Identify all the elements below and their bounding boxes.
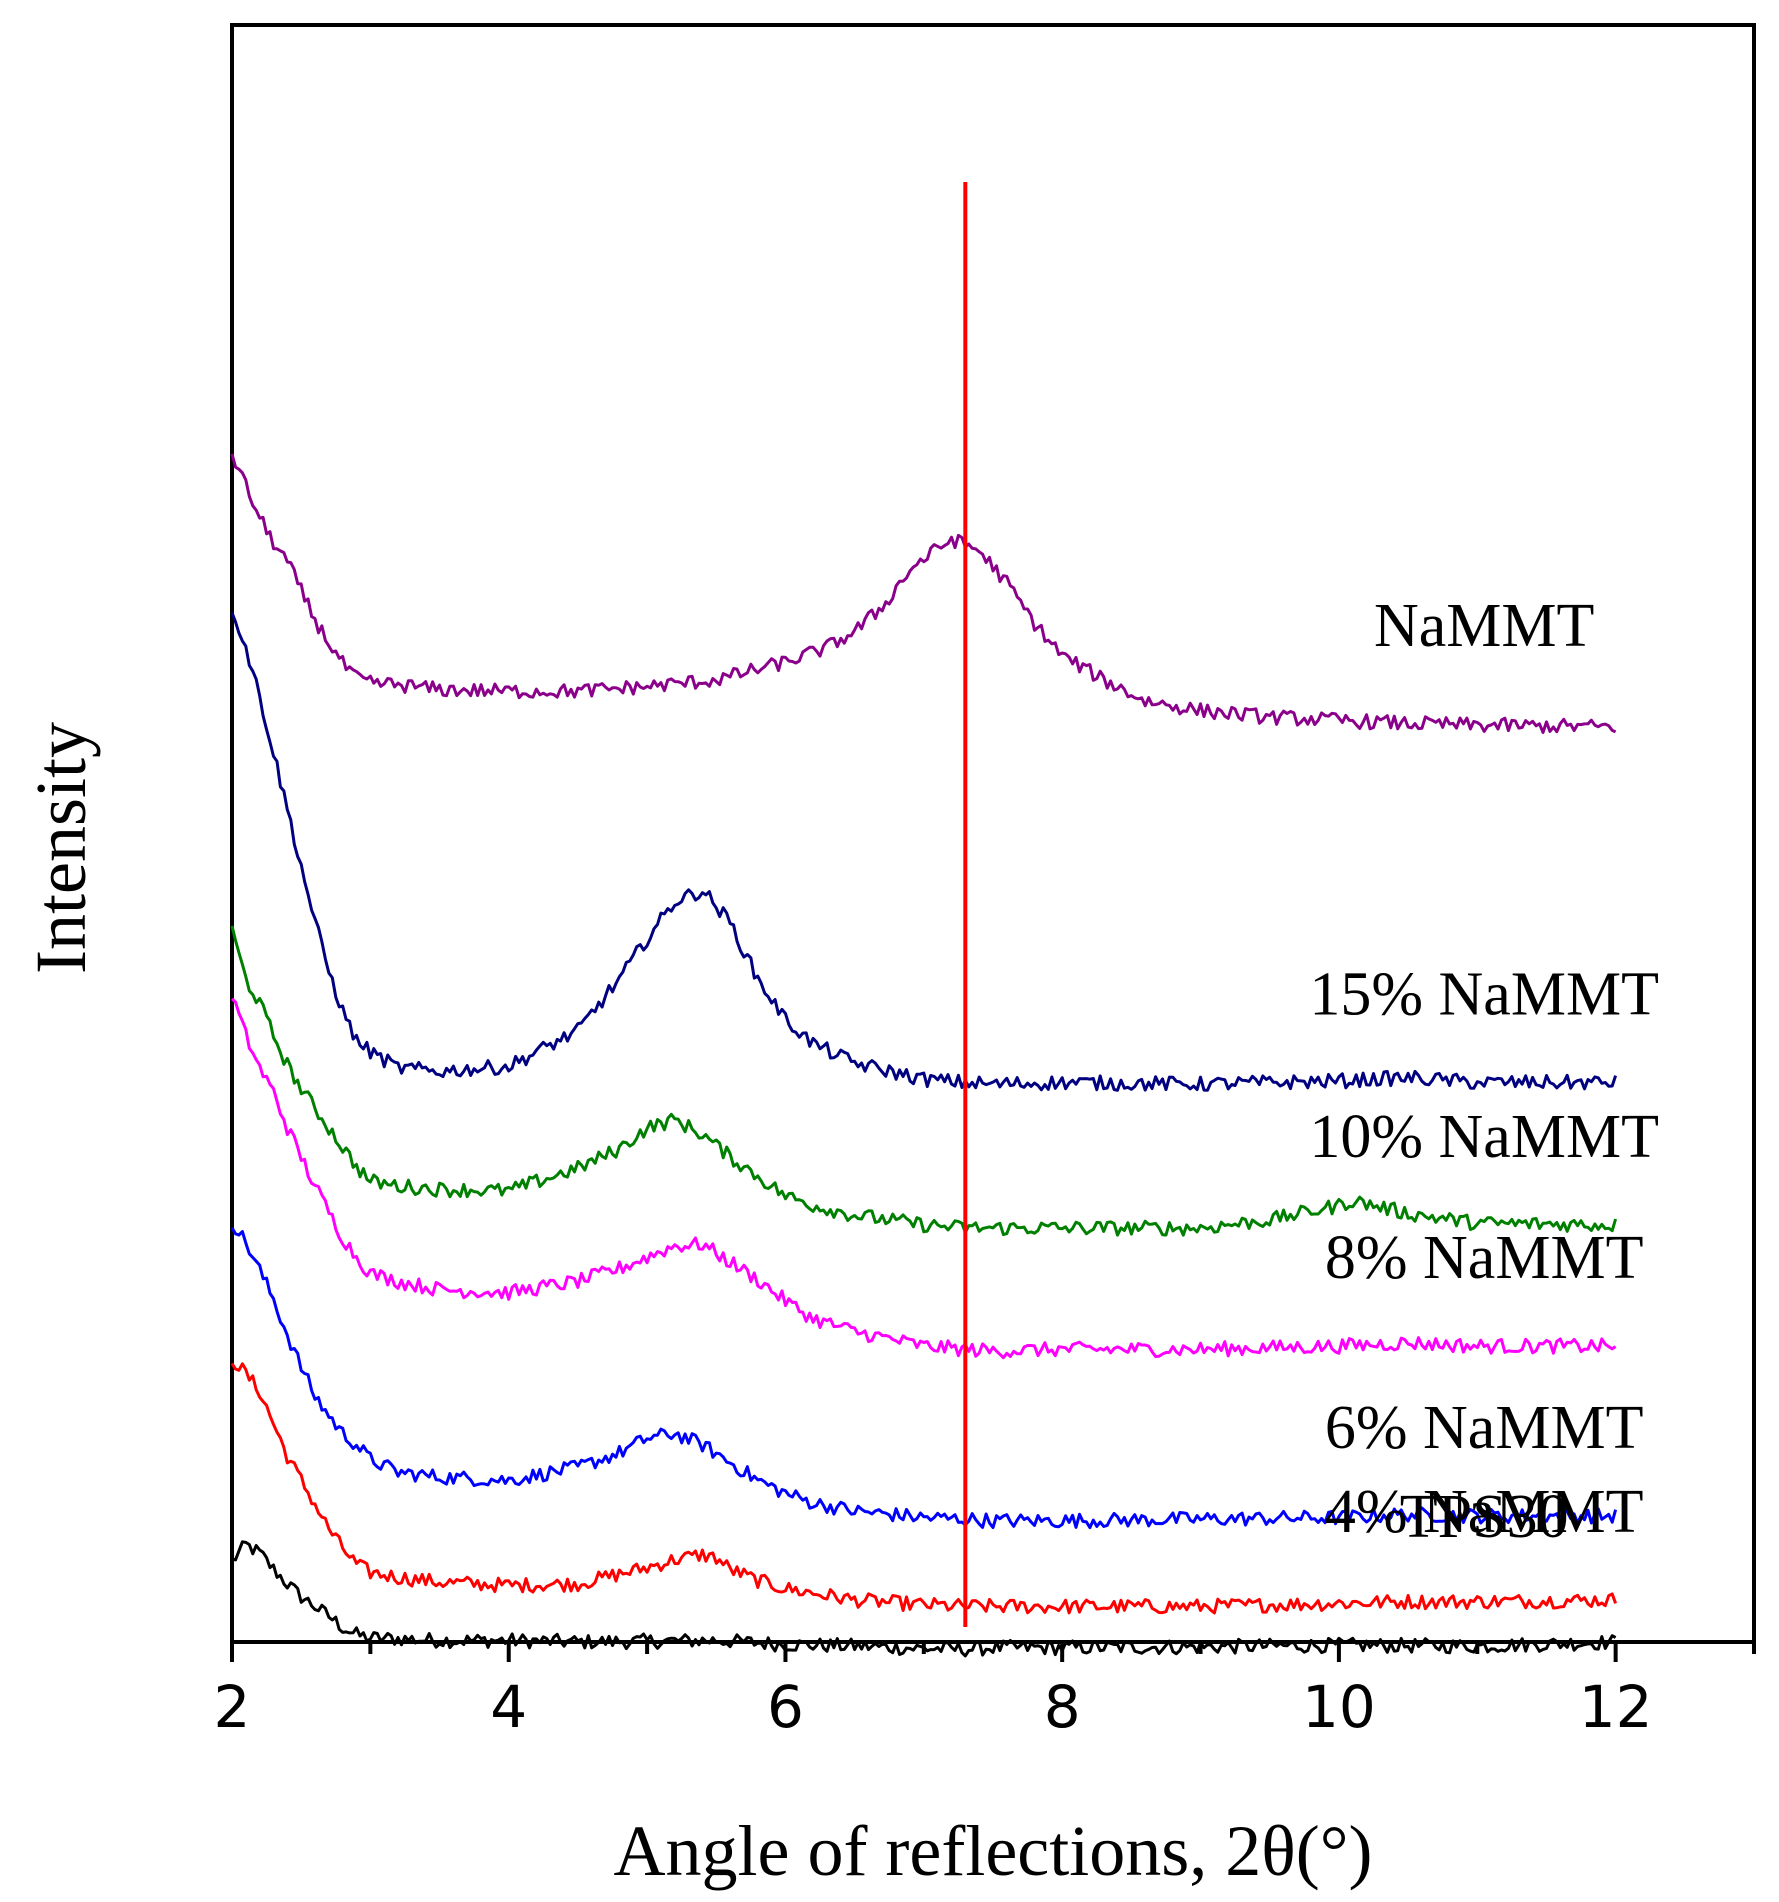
x-tick-label: 6 [767,1673,804,1741]
series-label: 15% NaMMT [1309,961,1659,1029]
series-line-4-nammt [230,1362,1618,1615]
series-line-nammt [230,453,1617,734]
x-axis-title: Angle of reflections, 2θ(°) [613,1811,1372,1891]
series-line-6-nammt [230,1227,1618,1530]
series-line-15-nammt [230,612,1618,1092]
x-tick-label: 10 [1302,1673,1376,1741]
plot-frame [230,23,1756,1644]
series-line-tps30 [231,1540,1617,1658]
series-label: 10% NaMMT [1309,1103,1659,1171]
series-group [230,453,1618,1658]
series-label: 4% NaMMT [1325,1478,1644,1546]
series-label: NaMMT [1374,592,1594,660]
series-label: TPS30 [1400,1483,1569,1551]
x-tick-label: 8 [1044,1673,1081,1741]
x-tick-label: 2 [214,1673,251,1741]
series-label: 8% NaMMT [1325,1224,1644,1292]
series-label: 6% NaMMT [1325,1394,1644,1462]
series-line-8-nammt [230,997,1617,1360]
x-axis-ticks: 2 4 6 8 10 12 [214,1642,1756,1741]
x-tick-label: 4 [490,1673,527,1741]
x-tick-label: 12 [1579,1673,1653,1741]
series-line-10-nammt [230,925,1618,1237]
y-axis-title: Intensity [21,722,101,974]
